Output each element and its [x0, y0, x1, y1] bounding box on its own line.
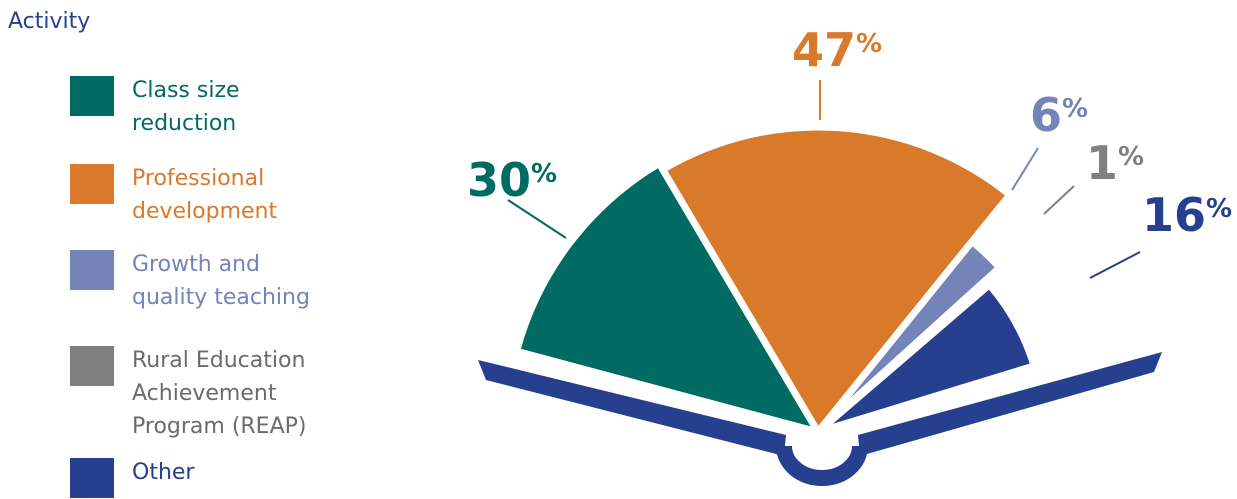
- book-spine-highlight: [793, 445, 851, 469]
- legend-label-line: Rural Education: [132, 348, 306, 373]
- legend-swatch: [70, 250, 114, 290]
- value-label-growth-and-quality-teaching: 6%: [1030, 88, 1088, 142]
- leader-line-class-size-reduction: [507, 199, 567, 239]
- legend-label-line: Professional: [132, 166, 265, 191]
- value-label-rural-education-achievement-program-reap: 1%: [1086, 136, 1144, 190]
- leader-line-growth-and-quality-teaching: [1011, 147, 1039, 191]
- legend-label: Other: [132, 456, 372, 489]
- leader-line-rural-education-achievement-program-reap: [1043, 185, 1075, 215]
- legend-swatch: [70, 76, 114, 116]
- value-label-professional-development: 47%: [792, 23, 882, 77]
- legend-swatch: [70, 458, 114, 498]
- legend-label-line: Growth and: [132, 252, 261, 277]
- leader-line-other: [1089, 251, 1141, 279]
- legend-label-line: Other: [132, 460, 195, 485]
- legend-label-line: reduction: [132, 111, 237, 136]
- open-book-icon: [478, 352, 1162, 486]
- legend-label-line: development: [132, 199, 278, 224]
- legend-label-line: Class size: [132, 78, 240, 103]
- value-label-class-size-reduction: 30%: [467, 153, 557, 207]
- legend-label-line: Program (REAP): [132, 414, 307, 439]
- legend-label: Professional development: [132, 162, 372, 228]
- legend-label: Rural Education Achievement Program (REAP): [132, 344, 372, 443]
- slice-growth-and-quality-teaching: [814, 238, 1004, 436]
- book-spine: [776, 445, 868, 486]
- slice-class-size-reduction: [513, 159, 822, 436]
- legend-label: Class size reduction: [132, 74, 372, 140]
- legend-label: Growth and quality teaching: [132, 248, 372, 314]
- slice-other: [814, 281, 1038, 436]
- legend-label-line: Achievement: [132, 381, 277, 406]
- slice-professional-development: [659, 123, 1014, 436]
- legend-label-line: quality teaching: [132, 285, 310, 310]
- legend-title: Activity: [8, 9, 91, 34]
- legend-swatch: [70, 164, 114, 204]
- book-left-page: [478, 360, 786, 456]
- book-right-page: [858, 352, 1162, 456]
- legend-swatch: [70, 346, 114, 386]
- value-label-other: 16%: [1142, 188, 1232, 242]
